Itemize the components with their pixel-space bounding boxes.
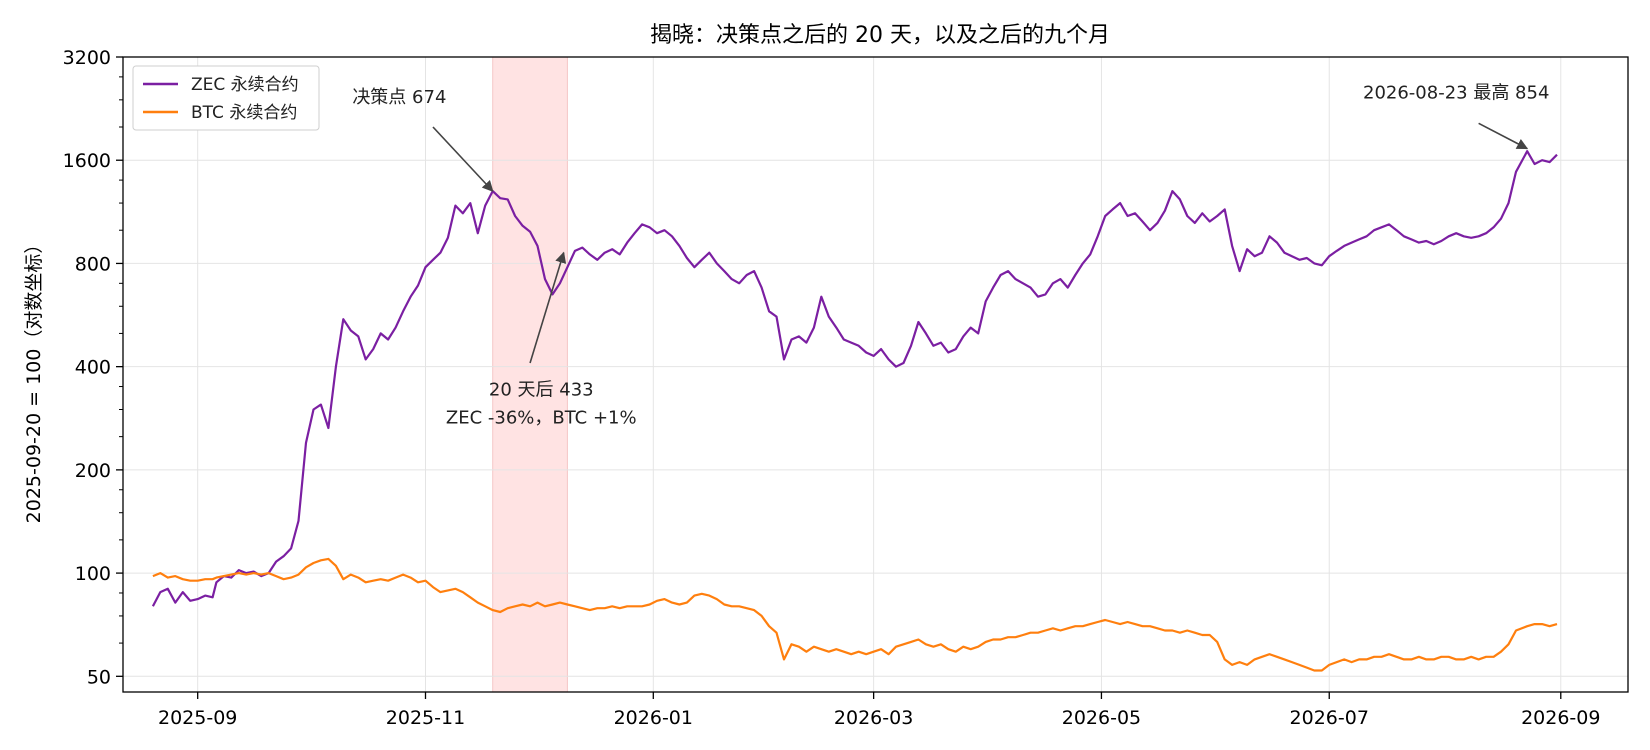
- annotation-3: 2026-08-23 最高 854: [1363, 83, 1549, 150]
- legend-label: ZEC 永续合约: [191, 75, 299, 95]
- y-tick-label: 1600: [63, 150, 111, 172]
- y-axis-title: 2025-09-20 = 100（对数坐标）: [23, 235, 45, 524]
- legend: ZEC 永续合约 BTC 永续合约: [132, 65, 320, 131]
- x-tick-label: 2026-07: [1290, 707, 1369, 729]
- y-tick-label: 800: [75, 253, 111, 275]
- y-tick-label: 3200: [63, 47, 111, 69]
- annotation-arrow: [529, 251, 567, 364]
- annotation-arrow: [432, 126, 494, 192]
- legend-box: [132, 65, 320, 131]
- annotation-2: 20 天后 433 ZEC -36%，BTC +1%: [446, 251, 637, 428]
- x-tick-label: 2026-05: [1062, 707, 1141, 729]
- x-tick-label: 2026-09: [1521, 707, 1600, 729]
- plot-frame: [122, 56, 1629, 693]
- annotation-1: 决策点 674: [352, 87, 494, 192]
- x-tick-label: 2025-11: [386, 707, 465, 729]
- y-tick-label: 50: [87, 666, 111, 688]
- y-tick-label: 200: [75, 460, 111, 482]
- x-tick-label: 2026-01: [614, 707, 693, 729]
- plot-area: 50 100 200 400 800 1600 3200 2025-09 2025-11 2026…: [63, 47, 1629, 729]
- y-tick-label: 400: [75, 357, 111, 379]
- annotation-text: 2026-08-23 最高 854: [1363, 83, 1549, 104]
- annotation-text: ZEC -36%，BTC +1%: [446, 407, 637, 428]
- annotation-text: 20 天后 433: [489, 379, 594, 400]
- x-tick-label: 2025-09: [158, 707, 237, 729]
- legend-label: BTC 永续合约: [191, 103, 297, 123]
- y-tick-label: 100: [75, 563, 111, 585]
- highlight-window: [492, 56, 568, 693]
- annotation-text: 决策点 674: [352, 87, 446, 108]
- series-line-zec: [151, 150, 1558, 607]
- series-line-btc: [152, 557, 1558, 672]
- x-tick-label: 2026-03: [834, 707, 913, 729]
- chart-title: 揭晓：决策点之后的 20 天，以及之后的九个月: [650, 23, 1110, 48]
- annotation-arrow: [1478, 122, 1529, 150]
